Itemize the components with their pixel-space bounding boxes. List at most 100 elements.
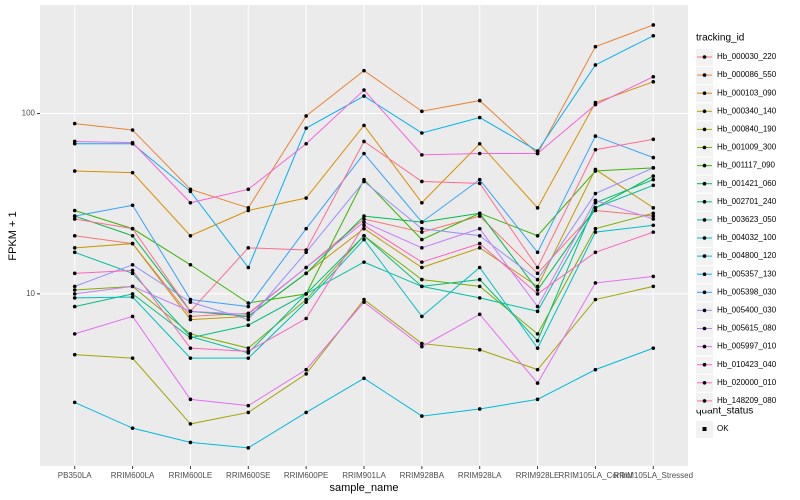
data-point	[72, 217, 77, 221]
x-tick-label: RRIM901LA	[342, 471, 386, 480]
data-point	[130, 295, 135, 299]
data-point	[304, 367, 308, 372]
data-point	[420, 200, 424, 205]
legend-point	[702, 308, 707, 313]
data-point	[188, 200, 193, 205]
data-point	[130, 128, 135, 132]
x-tick-label: PB350LA	[58, 471, 92, 480]
legend-point	[702, 55, 707, 59]
data-point	[362, 376, 366, 381]
data-point	[130, 314, 135, 319]
data-point	[362, 297, 366, 302]
data-point	[188, 332, 193, 336]
y-tick-label: 10	[26, 289, 35, 298]
data-point	[304, 141, 308, 146]
data-point	[188, 314, 193, 319]
data-point	[304, 372, 308, 376]
data-point	[535, 265, 540, 270]
data-point	[188, 189, 193, 194]
data-point	[130, 426, 135, 430]
data-point	[593, 102, 598, 107]
data-point	[362, 233, 366, 238]
x-axis-title: sample_name	[329, 482, 398, 494]
data-point	[477, 233, 482, 238]
data-point	[72, 208, 77, 213]
legend-point	[702, 145, 707, 150]
legend-label: Hb_001117_090	[717, 161, 776, 170]
legend-label: Hb_005615_080	[717, 324, 777, 333]
data-point	[651, 217, 656, 221]
data-point	[188, 334, 193, 339]
data-point	[593, 134, 598, 138]
data-point	[651, 33, 656, 38]
data-point	[535, 332, 540, 336]
data-point	[304, 114, 308, 118]
legend-point	[702, 362, 707, 367]
data-point	[477, 312, 482, 317]
data-point	[535, 397, 540, 402]
data-point	[362, 88, 366, 92]
data-point	[477, 284, 482, 289]
data-point	[593, 367, 598, 372]
data-point	[72, 400, 77, 405]
data-point	[593, 191, 598, 196]
data-point	[72, 214, 77, 218]
data-point	[420, 230, 424, 234]
data-point	[72, 296, 77, 300]
legend-label: Hb_001009_300	[717, 143, 777, 152]
data-point	[72, 169, 77, 173]
data-point	[420, 265, 424, 270]
data-point	[593, 44, 598, 49]
data-point	[362, 151, 366, 156]
data-point	[304, 297, 308, 302]
data-point	[130, 170, 135, 175]
data-point	[651, 211, 656, 216]
data-point	[188, 317, 193, 322]
data-point	[188, 297, 193, 302]
legend-label: Hb_003623_050	[717, 215, 777, 224]
data-point	[72, 233, 77, 238]
data-point	[477, 296, 482, 300]
legend-label: Hb_020000_010	[717, 378, 777, 387]
data-point	[362, 214, 366, 218]
data-point	[535, 338, 540, 343]
data-point	[593, 169, 598, 173]
data-point	[362, 237, 366, 242]
data-point	[535, 149, 540, 153]
data-point	[593, 250, 598, 255]
data-point	[651, 183, 656, 188]
data-point	[477, 265, 482, 270]
data-point	[651, 223, 656, 228]
legend-label: Hb_005997_010	[717, 342, 777, 351]
data-point	[362, 260, 366, 264]
data-point	[72, 271, 77, 276]
data-point	[188, 233, 193, 238]
data-point	[130, 140, 135, 145]
data-point	[535, 206, 540, 210]
data-point	[651, 284, 656, 289]
data-point	[477, 211, 482, 216]
data-point	[130, 262, 135, 267]
legend-point	[702, 200, 707, 204]
data-point	[477, 214, 482, 218]
legend-label: Hb_004800_120	[717, 251, 777, 260]
data-point	[535, 346, 540, 350]
data-point	[130, 241, 135, 246]
data-point	[246, 304, 251, 309]
data-point	[593, 208, 598, 213]
legend-label: Hb_000103_090	[717, 88, 777, 97]
data-point	[246, 446, 251, 450]
y-axis-title: FPKM + 1	[7, 211, 19, 260]
data-point	[362, 217, 366, 221]
legend-point	[702, 381, 707, 385]
data-point	[651, 166, 656, 170]
data-point	[304, 248, 308, 252]
legend-point	[702, 344, 707, 349]
data-point	[477, 246, 482, 250]
data-point	[362, 223, 366, 228]
x-tick-label: RRIM928LA	[458, 471, 502, 480]
data-point	[593, 297, 598, 302]
data-point	[420, 226, 424, 231]
data-point	[362, 179, 366, 184]
